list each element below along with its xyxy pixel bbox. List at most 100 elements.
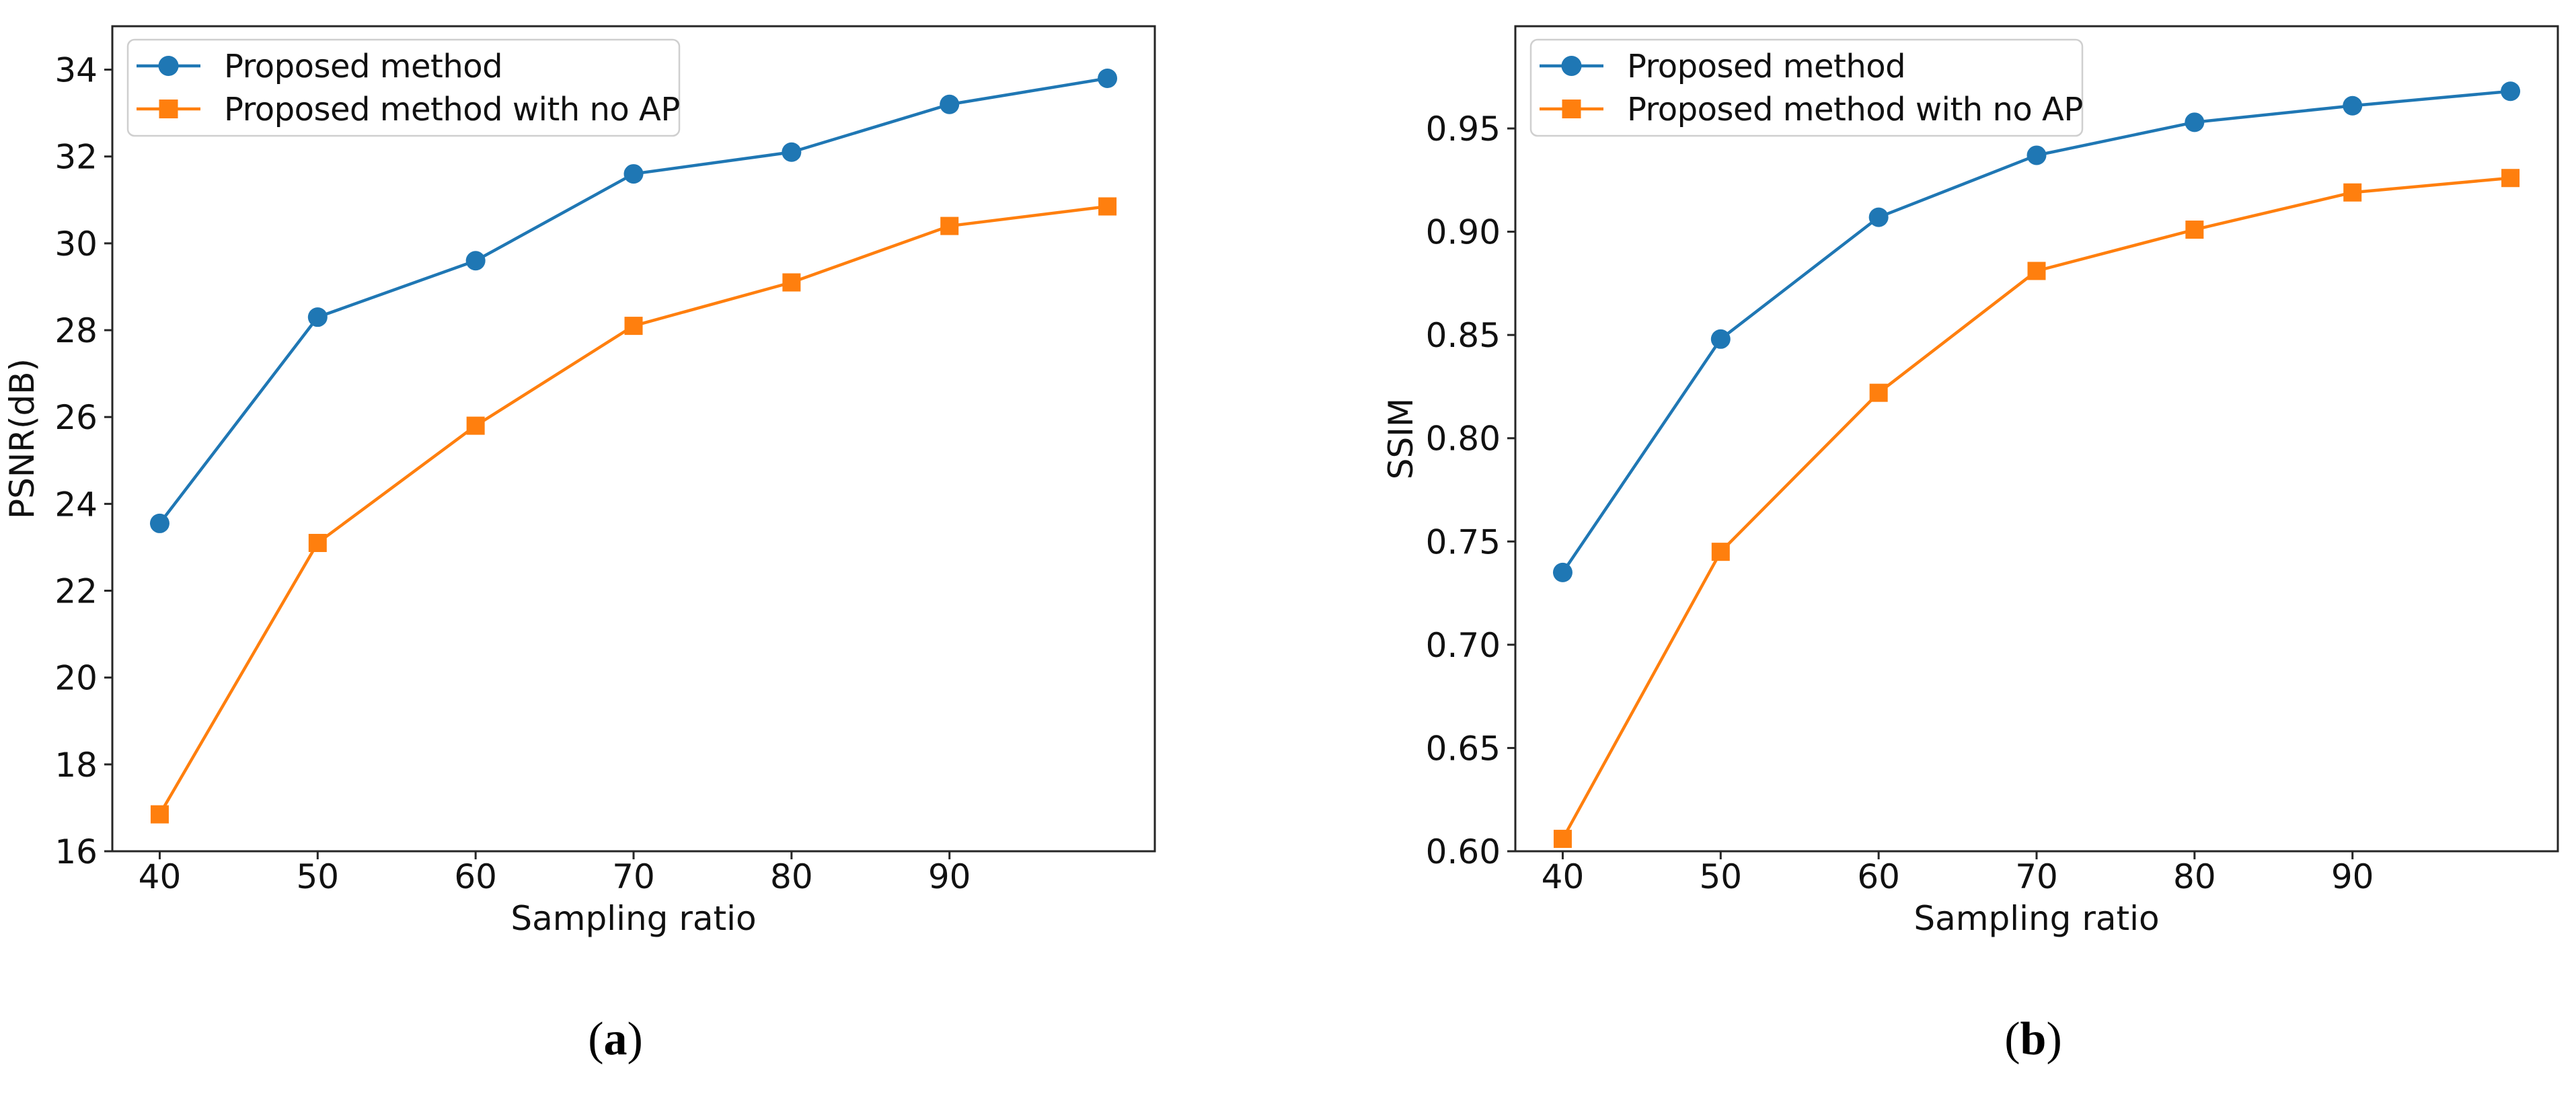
data-point-square xyxy=(940,217,959,235)
legend-box xyxy=(126,38,681,137)
chart-panel-a: 40 50 60 70 80 90 16 18 20 22 24 26 28 30 32 34 Sampling… xyxy=(3,25,1156,938)
y-tick-label: 0.60 xyxy=(1426,832,1501,871)
x-tick-label: 80 xyxy=(2173,857,2216,896)
data-point-circle xyxy=(1552,562,1573,582)
data-point-square xyxy=(782,273,801,292)
y-tick-label: 0.90 xyxy=(1426,213,1501,252)
data-point-square xyxy=(2501,169,2520,188)
y-tick-label: 0.65 xyxy=(1426,729,1501,768)
data-point-circle xyxy=(2343,95,2363,116)
x-axis-b: 40 50 60 70 80 90 xyxy=(1542,851,2374,896)
caption-panel-a: (a) xyxy=(588,1013,643,1066)
caption-b-close: ) xyxy=(2046,1013,2062,1065)
x-tick-label: 60 xyxy=(454,857,497,896)
data-point-circle xyxy=(465,251,486,271)
data-point-circle xyxy=(1710,329,1731,349)
y-tick-label: 0.95 xyxy=(1426,110,1501,149)
legend-entry: Proposed method with no AP xyxy=(1540,91,2083,128)
series-proposed-method xyxy=(149,68,1118,533)
x-axis-label: Sampling ratio xyxy=(510,899,756,938)
series-line xyxy=(158,77,1109,525)
data-point-circle xyxy=(2501,81,2521,102)
data-point-square xyxy=(2185,221,2204,239)
legend-label: Proposed method with no AP xyxy=(1627,91,2083,128)
y-tick-label: 24 xyxy=(54,485,98,524)
y-axis-a: 16 18 20 22 24 26 28 30 32 34 xyxy=(54,51,112,871)
legend-marker-square xyxy=(159,100,178,118)
x-tick-label: 80 xyxy=(770,857,813,896)
series-proposed-method-with-no-ap xyxy=(150,197,1117,824)
x-tick-label: 90 xyxy=(2331,857,2374,896)
data-point-square xyxy=(2027,262,2046,280)
data-point-circle xyxy=(149,513,169,533)
data-point-square xyxy=(1869,383,1888,402)
y-axis-label: PSNR(dB) xyxy=(3,358,42,519)
y-axis-label: SSIM xyxy=(1381,398,1420,479)
legend-marker-square xyxy=(1562,100,1581,118)
caption-a-open: ( xyxy=(588,1013,604,1065)
caption-b-letter: b xyxy=(2020,1013,2047,1065)
x-tick-label: 70 xyxy=(612,857,655,896)
y-tick-label: 26 xyxy=(54,398,98,437)
data-point-square xyxy=(308,533,327,552)
legend-box xyxy=(1529,38,2084,137)
y-tick-label: 16 xyxy=(54,832,98,871)
y-tick-label: 30 xyxy=(54,225,98,264)
data-point-circle xyxy=(2026,145,2047,165)
caption-a-close: ) xyxy=(627,1013,643,1065)
legend-b: Proposed method Proposed method with no A… xyxy=(1529,38,2084,137)
legend-label: Proposed method with no AP xyxy=(224,91,680,128)
x-axis-label: Sampling ratio xyxy=(1914,899,2159,938)
series-proposed-method xyxy=(1552,81,2521,582)
caption-a-letter: a xyxy=(603,1013,628,1065)
data-point-square xyxy=(466,416,485,435)
x-tick-label: 50 xyxy=(1699,857,1742,896)
legend-entry: Proposed method xyxy=(1540,48,1906,85)
x-tick-label: 70 xyxy=(2015,857,2058,896)
y-tick-label: 18 xyxy=(54,746,98,785)
data-point-square xyxy=(1098,197,1117,216)
data-point-square xyxy=(2343,183,2362,202)
x-axis-a: 40 50 60 70 80 90 xyxy=(139,851,971,896)
y-tick-label: 0.70 xyxy=(1426,626,1501,665)
y-tick-label: 34 xyxy=(54,51,98,90)
data-point-circle xyxy=(2185,112,2205,132)
data-point-square xyxy=(624,317,643,336)
y-tick-label: 32 xyxy=(54,138,98,177)
legend-label: Proposed method xyxy=(224,48,502,85)
x-tick-label: 40 xyxy=(1542,857,1585,896)
data-point-circle xyxy=(940,94,960,114)
caption-panel-b: (b) xyxy=(2004,1013,2062,1066)
y-tick-label: 22 xyxy=(54,572,98,611)
y-tick-label: 0.85 xyxy=(1426,316,1501,355)
y-axis-b: 0.60 0.65 0.70 0.75 0.80 0.85 0.90 0.95 xyxy=(1426,110,1515,871)
data-point-circle xyxy=(623,164,644,184)
y-tick-label: 28 xyxy=(54,311,98,350)
x-tick-label: 90 xyxy=(928,857,971,896)
y-tick-label: 0.75 xyxy=(1426,522,1501,561)
legend-label: Proposed method xyxy=(1627,48,1905,85)
y-tick-label: 20 xyxy=(54,659,98,698)
data-point-circle xyxy=(307,307,328,327)
y-tick-label: 0.80 xyxy=(1426,420,1501,459)
data-point-square xyxy=(150,805,169,824)
data-point-circle xyxy=(782,142,802,162)
chart-panel-b: 40 50 60 70 80 90 0.60 0.65 0.70 0.75 0.80 0.85 0.90… xyxy=(1381,25,2559,938)
data-point-circle xyxy=(1868,207,1889,227)
data-point-circle xyxy=(1098,68,1118,88)
plot-frame-a xyxy=(111,25,1156,853)
data-point-square xyxy=(1711,543,1730,561)
data-point-square xyxy=(1553,830,1572,849)
x-tick-label: 50 xyxy=(296,857,339,896)
legend-a: Proposed method Proposed method with no A… xyxy=(126,38,681,137)
x-tick-label: 60 xyxy=(1857,857,1900,896)
series-line xyxy=(158,204,1109,816)
legend-entry: Proposed method with no AP xyxy=(137,91,680,128)
legend-marker-circle xyxy=(158,56,179,76)
legend-entry: Proposed method xyxy=(137,48,503,85)
caption-b-open: ( xyxy=(2004,1013,2020,1065)
series-proposed-method-with-no-ap xyxy=(1553,169,2520,849)
x-tick-label: 40 xyxy=(139,857,182,896)
